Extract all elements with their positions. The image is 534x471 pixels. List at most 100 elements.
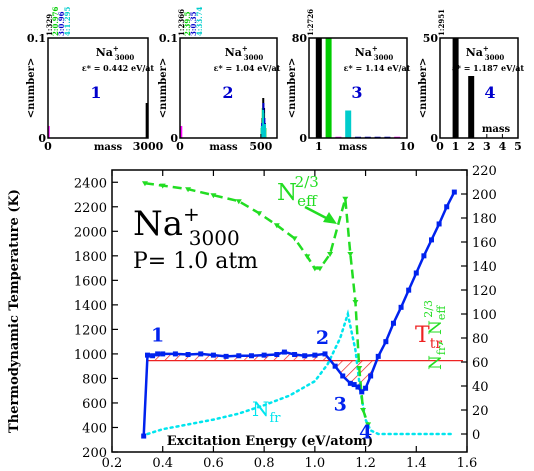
ttr-label: Ttr [415,323,442,352]
x-tick-label: 1.2 [355,456,376,471]
top-count-label: 2:0.976 [51,6,60,36]
x-tick-label: 1.0 [305,456,326,471]
y-tick-label: 600 [82,397,107,412]
point-label: 3 [334,393,347,415]
temperature-point [281,349,287,355]
y-right-tick-label: 60 [472,356,489,371]
x-tick-label: 0.4 [152,456,173,471]
y-axis-label: <number> [287,58,298,119]
temperature-point [451,189,457,195]
temperature-point [429,237,434,243]
neff-annotation: Neff2/3 [277,173,319,210]
nfr-label: Nfr [252,397,281,426]
y-tick-label: 1600 [74,274,107,289]
y-tick-label: 1400 [74,299,107,314]
y-tick-label: 0.1 [159,32,178,45]
temperature-point [413,270,419,276]
pressure-label: P= 1.0 atm [133,249,258,274]
right-label-neff-sup: 2/3 [422,300,435,318]
top-count-label: 4:1.295 [63,6,72,36]
temperature-point [351,382,357,388]
species-label: Na+ 3000 [355,44,394,62]
y-tick-label: 80 [292,32,308,45]
temperature-point [340,373,346,379]
histogram-bar [325,38,332,138]
panel-number: 2 [222,83,233,102]
x-axis-label: mass [94,142,123,153]
ttr-label-base: T [415,323,430,348]
inset-frame [308,37,408,139]
species-label: Na+ 3000 [225,44,264,62]
temperature-point [198,351,204,357]
x-tick-label: 0 [44,140,52,153]
y-right-tick-label: 200 [472,188,497,203]
histogram-bar [180,126,183,138]
histogram-bar [145,103,148,138]
top-count-label: 1:2366 [177,9,186,36]
neff-point [235,199,242,205]
x-tick-label: 1.4 [406,456,427,471]
temperature-point [312,352,318,358]
energy-label: ε* = 0.442 eV/at [82,63,155,73]
y-right-tick-label: 0 [472,428,480,443]
x-tick-label: 500 [249,140,272,153]
energy-label: ε* = 1.04 eV/at [214,63,281,73]
x-tick-label: 0.8 [254,456,275,471]
y-tick-label: 0.1 [27,32,46,45]
x-tick-label: 5 [514,140,522,153]
main-chart: 2004006008001000120014001600180020002200… [7,164,497,471]
temperature-point [160,351,166,357]
y-right-tick-label: 180 [472,212,497,227]
temperature-point [150,353,156,359]
temperature-point [355,384,361,390]
inset-frame [179,37,278,139]
neff-point [347,252,354,257]
species-sub: 3000 [115,53,135,62]
top-count-label: 1:2726 [306,9,315,36]
histogram-bar [264,124,267,138]
species-sup: + [113,44,119,53]
top-count-label: 2:39.5 [183,11,192,36]
x-tick-label: 1 [452,140,460,153]
inset-frame [47,37,149,139]
y-right-tick-label: 40 [472,380,489,395]
species-sub: 3000 [374,53,394,62]
right-label-neff-sub: eff [435,305,448,321]
y-tick-label: 1000 [74,348,107,363]
x-tick-label: 1.6 [457,456,478,471]
nfr-series-line [146,309,456,436]
y-right-tick-label: 140 [472,260,497,275]
y-axis-label: <number> [418,58,429,119]
y-tick-label: 200 [82,446,107,461]
right-label-nfr-sub: fr [435,345,448,355]
temperature-point [172,351,178,357]
x-tick-label: 3 [483,140,491,153]
y-tick-label: 1800 [74,250,107,265]
temperature-point [390,320,396,326]
histogram-bar [315,38,322,138]
title-base: Na [133,204,183,244]
temperature-point [347,380,353,386]
histogram-bar [452,38,459,138]
neff-point [291,236,298,242]
nfr-label-sub: fr [270,411,282,426]
temperature-point [375,353,381,359]
neff-point [311,266,318,272]
species-sup: + [483,44,489,53]
y-axis-label: <number> [158,58,169,119]
temperature-point [368,373,374,379]
x-axis-label: mass [482,124,511,135]
temperature-point [274,352,280,358]
right-label-neff: N [426,320,446,335]
title-sup: + [183,202,200,226]
neff-point [327,252,334,257]
y-right-axis-label: Nfr, Neff2/3 [422,300,448,370]
y-tick-label: 2000 [74,225,107,240]
point-label: 2 [316,327,329,349]
species-base: Na [466,46,483,59]
y-tick-label: 2200 [74,201,107,216]
histogram-bar [345,110,352,138]
temperature-point [421,253,427,259]
